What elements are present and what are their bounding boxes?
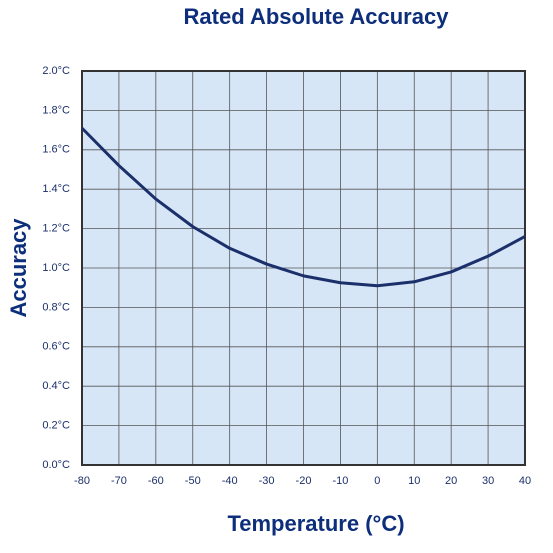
y-tick-label: 0.8°C	[42, 301, 70, 313]
y-tick-label: 1.2°C	[42, 223, 70, 235]
y-tick-label: 1.8°C	[42, 104, 70, 116]
y-tick-label: 0.2°C	[42, 420, 70, 432]
y-tick-label: 1.6°C	[42, 144, 70, 156]
y-tick-label: 1.0°C	[42, 262, 70, 274]
y-tick-label: 0.0°C	[42, 459, 70, 471]
x-tick-label: -70	[111, 475, 127, 487]
x-tick-label: 30	[482, 475, 494, 487]
y-axis-label: Accuracy	[6, 218, 31, 318]
y-tick-label: 0.6°C	[42, 341, 70, 353]
chart-title: Rated Absolute Accuracy	[184, 4, 450, 29]
x-tick-label: -40	[222, 475, 238, 487]
x-tick-label: 20	[445, 475, 457, 487]
x-tick-label: -20	[296, 475, 312, 487]
data-line	[80, 127, 526, 288]
x-tick-label: 10	[408, 475, 420, 487]
x-tick-label: -10	[332, 475, 348, 487]
plot-frame	[81, 70, 526, 466]
x-tick-label: -30	[259, 475, 275, 487]
x-axis-label: Temperature (°C)	[227, 511, 404, 536]
x-tick-label: 40	[519, 475, 531, 487]
y-tick-label: 0.4°C	[42, 380, 70, 392]
x-tick-label: -80	[74, 475, 90, 487]
x-tick-label: -60	[148, 475, 164, 487]
y-tick-label: 2.0°C	[42, 65, 70, 77]
x-tick-label: 0	[374, 475, 380, 487]
x-tick-label: -50	[185, 475, 201, 487]
y-tick-label: 1.4°C	[42, 183, 70, 195]
